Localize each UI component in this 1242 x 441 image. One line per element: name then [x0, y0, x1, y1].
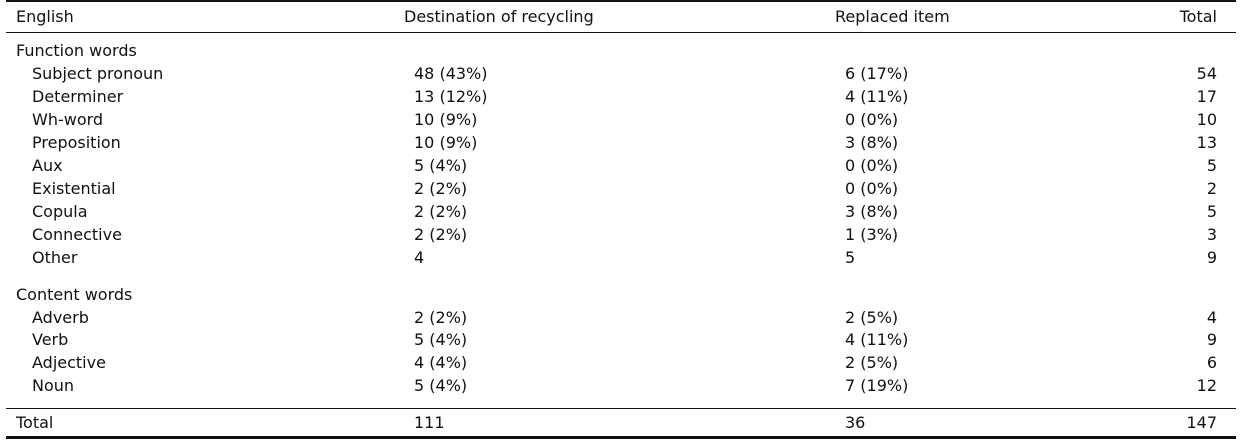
header-replaced: Replaced item	[835, 7, 950, 26]
table-row: Wh-word 10 (9%) 0 (0%) 10	[0, 108, 1242, 131]
total-row: Total 111 36 147	[0, 411, 1242, 434]
row-label: Adjective	[32, 353, 106, 372]
table-row: Aux 5 (4%) 0 (0%) 5	[0, 154, 1242, 177]
row-total: 12	[1196, 376, 1217, 395]
total-rule	[6, 408, 1236, 409]
table-header-row: English Destination of recycling Replace…	[0, 5, 1242, 28]
header-rule	[6, 32, 1236, 33]
row-total: 54	[1196, 64, 1217, 83]
row-label: Other	[32, 248, 78, 267]
table-bottom-rule	[6, 436, 1236, 439]
row-total: 9	[1206, 248, 1217, 267]
header-destination: Destination of recycling	[404, 7, 594, 26]
row-replaced: 4 (11%)	[845, 87, 909, 106]
row-destination: 5 (4%)	[414, 376, 468, 395]
table-row: Preposition 10 (9%) 3 (8%) 13	[0, 131, 1242, 154]
row-total: 9	[1206, 330, 1217, 349]
row-label: Aux	[32, 156, 63, 175]
table-row: Subject pronoun 48 (43%) 6 (17%) 54	[0, 62, 1242, 85]
row-destination: 2 (2%)	[414, 225, 468, 244]
row-label: Copula	[32, 202, 88, 221]
row-total: 4	[1206, 308, 1217, 327]
row-destination: 48 (43%)	[414, 64, 488, 83]
table-row: Adverb 2 (2%) 2 (5%) 4	[0, 306, 1242, 329]
row-destination: 10 (9%)	[414, 110, 478, 129]
table-top-rule	[6, 0, 1236, 2]
row-destination: 4	[414, 248, 425, 267]
group-title-row: Function words	[0, 39, 1242, 62]
table-row: Verb 5 (4%) 4 (11%) 9	[0, 328, 1242, 351]
row-destination: 5 (4%)	[414, 156, 468, 175]
row-label: Noun	[32, 376, 75, 395]
row-destination: 13 (12%)	[414, 87, 488, 106]
table-row: Existential 2 (2%) 0 (0%) 2	[0, 177, 1242, 200]
row-label: Adverb	[32, 308, 89, 327]
row-destination: 5 (4%)	[414, 330, 468, 349]
row-total: 5	[1206, 202, 1217, 221]
total-destination: 111	[414, 413, 445, 432]
row-label: Subject pronoun	[32, 64, 164, 83]
row-total: 2	[1206, 179, 1217, 198]
table-row: Noun 5 (4%) 7 (19%) 12	[0, 374, 1242, 397]
row-total: 3	[1206, 225, 1217, 244]
header-english: English	[16, 7, 74, 26]
row-label: Verb	[32, 330, 69, 349]
row-replaced: 2 (5%)	[845, 353, 899, 372]
row-label: Preposition	[32, 133, 121, 152]
group-title: Function words	[16, 41, 137, 60]
row-total: 13	[1196, 133, 1217, 152]
row-label: Wh-word	[32, 110, 104, 129]
table-row: Other 4 5 9	[0, 246, 1242, 269]
table-row: Determiner 13 (12%) 4 (11%) 17	[0, 85, 1242, 108]
row-replaced: 7 (19%)	[845, 376, 909, 395]
row-replaced: 3 (8%)	[845, 133, 899, 152]
row-label: Existential	[32, 179, 116, 198]
row-replaced: 5	[845, 248, 856, 267]
row-label: Connective	[32, 225, 122, 244]
group-title: Content words	[16, 285, 133, 304]
row-replaced: 0 (0%)	[845, 110, 899, 129]
row-replaced: 0 (0%)	[845, 156, 899, 175]
row-replaced: 2 (5%)	[845, 308, 899, 327]
row-label: Determiner	[32, 87, 124, 106]
row-replaced: 3 (8%)	[845, 202, 899, 221]
row-total: 17	[1196, 87, 1217, 106]
row-replaced: 1 (3%)	[845, 225, 899, 244]
row-destination: 2 (2%)	[414, 308, 468, 327]
row-total: 5	[1206, 156, 1217, 175]
row-replaced: 6 (17%)	[845, 64, 909, 83]
table-row: Adjective 4 (4%) 2 (5%) 6	[0, 351, 1242, 374]
row-destination: 4 (4%)	[414, 353, 468, 372]
table-row: Copula 2 (2%) 3 (8%) 5	[0, 200, 1242, 223]
total-label: Total	[16, 413, 54, 432]
row-replaced: 4 (11%)	[845, 330, 909, 349]
row-total: 10	[1196, 110, 1217, 129]
header-total: Total	[1179, 7, 1217, 26]
total-total: 147	[1186, 413, 1217, 432]
total-replaced: 36	[845, 413, 866, 432]
group-title-row: Content words	[0, 283, 1242, 306]
table-row: Connective 2 (2%) 1 (3%) 3	[0, 223, 1242, 246]
row-replaced: 0 (0%)	[845, 179, 899, 198]
row-destination: 10 (9%)	[414, 133, 478, 152]
row-destination: 2 (2%)	[414, 179, 468, 198]
row-destination: 2 (2%)	[414, 202, 468, 221]
row-total: 6	[1206, 353, 1217, 372]
